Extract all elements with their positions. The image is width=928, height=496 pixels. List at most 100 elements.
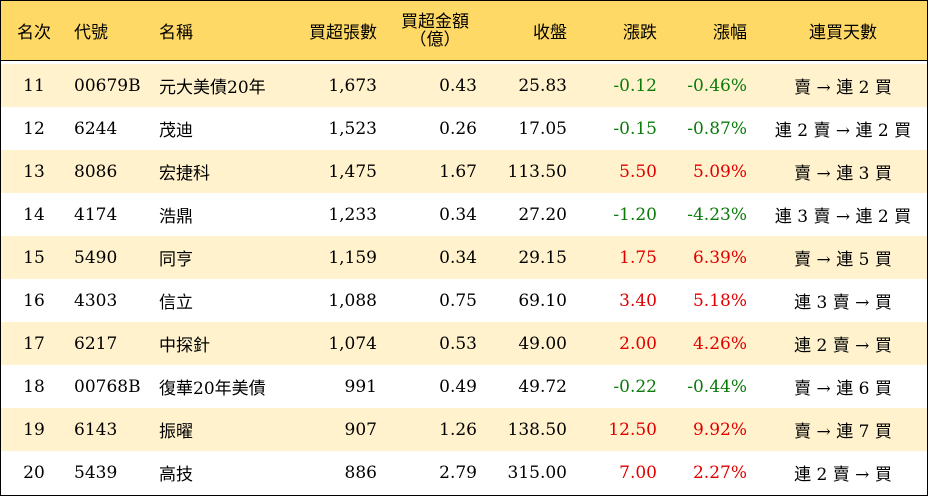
change-pct-cell: -0.87%: [687, 118, 747, 139]
change-cell: -1.20: [613, 204, 657, 225]
code-cell: 5439: [74, 462, 118, 483]
table-row: 13 8086 宏捷科 1,475 1.67 113.50 5.50 5.09% 賣 → 連 3…: [1, 150, 927, 193]
change-pct-cell: 9.92%: [692, 419, 747, 440]
net-buy-volume-cell: 1,233: [328, 204, 377, 225]
header-streak: 連買天數: [809, 23, 877, 43]
rank-cell: 17: [23, 333, 45, 354]
name-cell: 浩鼎: [159, 207, 193, 227]
table-row: 17 6217 中探針 1,074 0.53 49.00 2.00 4.26% 連 2 賣 → …: [1, 322, 927, 365]
net-buy-amount-cell: 0.43: [439, 75, 477, 96]
rank-cell: 18: [23, 376, 45, 397]
header-change: 漲跌: [623, 23, 657, 43]
header-change-pct: 漲幅: [713, 23, 747, 43]
close-cell: 315.00: [507, 462, 567, 483]
close-cell: 49.00: [518, 333, 567, 354]
change-cell: 1.75: [619, 247, 657, 268]
table-row: 18 00768B 復華20年美債 991 0.49 49.72 -0.22 -0.44% 賣 …: [1, 365, 927, 408]
table-header: 名次 代號 名稱 買超張數 買超金額 （億） 收盤 漲跌 漲幅 連買天數: [1, 1, 927, 61]
net-buy-volume-cell: 886: [344, 462, 377, 483]
header-net-buy-amount-line2: （億）: [409, 29, 461, 50]
net-buy-amount-cell: 2.79: [439, 462, 477, 483]
name-cell: 茂迪: [159, 121, 193, 141]
streak-cell: 連 3 賣 → 連 2 買: [774, 207, 912, 227]
net-buy-volume-cell: 1,159: [328, 247, 377, 268]
change-pct-cell: 5.18%: [692, 290, 747, 311]
name-cell: 宏捷科: [159, 164, 210, 184]
net-buy-volume-cell: 1,088: [328, 290, 377, 311]
change-cell: -0.12: [613, 75, 657, 96]
rank-cell: 19: [23, 419, 45, 440]
streak-cell: 連 3 賣 → 買: [794, 293, 892, 313]
code-cell: 4174: [74, 204, 118, 225]
net-buy-amount-cell: 0.34: [439, 247, 477, 268]
streak-cell: 賣 → 連 7 買: [794, 422, 892, 442]
name-cell: 元大美債20年: [159, 78, 266, 98]
table-row: 19 6143 振曜 907 1.26 138.50 12.50 9.92% 賣 → 連 7 買: [1, 408, 927, 451]
streak-cell: 連 2 賣 → 買: [794, 465, 892, 485]
name-cell: 中探針: [159, 336, 210, 356]
header-net-buy-amount-line1: 買超金額: [401, 11, 469, 32]
close-cell: 49.72: [518, 376, 567, 397]
net-buy-amount-cell: 0.75: [439, 290, 477, 311]
change-pct-cell: 4.26%: [692, 333, 747, 354]
code-cell: 8086: [74, 161, 118, 182]
close-cell: 17.05: [518, 118, 567, 139]
net-buy-amount-cell: 0.53: [439, 333, 477, 354]
name-cell: 復華20年美債: [159, 379, 266, 399]
code-cell: 6217: [74, 333, 118, 354]
net-buy-volume-cell: 1,673: [328, 75, 377, 96]
net-buy-volume-cell: 991: [344, 376, 377, 397]
table-row: 15 5490 同亨 1,159 0.34 29.15 1.75 6.39% 賣 → 連 5 買: [1, 236, 927, 279]
close-cell: 29.15: [518, 247, 567, 268]
change-pct-cell: 5.09%: [692, 161, 747, 182]
table-row: 20 5439 高技 886 2.79 315.00 7.00 2.27% 連 2 賣 → 買: [1, 451, 927, 494]
name-cell: 振曜: [159, 422, 193, 442]
change-cell: -0.15: [613, 118, 657, 139]
header-code: 代號: [74, 23, 108, 43]
streak-cell: 賣 → 連 2 買: [794, 78, 892, 98]
close-cell: 27.20: [518, 204, 567, 225]
rank-cell: 16: [23, 290, 45, 311]
close-cell: 25.83: [518, 75, 567, 96]
change-cell: -0.22: [613, 376, 657, 397]
streak-cell: 賣 → 連 6 買: [794, 379, 892, 399]
name-cell: 同亨: [159, 250, 193, 270]
code-cell: 6143: [74, 419, 118, 440]
table-row: 14 4174 浩鼎 1,233 0.34 27.20 -1.20 -4.23% 連 3 賣 →…: [1, 193, 927, 236]
rank-cell: 14: [23, 204, 45, 225]
net-buy-volume-cell: 1,475: [328, 161, 377, 182]
change-cell: 5.50: [619, 161, 657, 182]
header-net-buy-volume: 買超張數: [309, 23, 377, 43]
rank-cell: 15: [23, 247, 45, 268]
close-cell: 138.50: [507, 419, 567, 440]
change-pct-cell: -0.46%: [687, 75, 747, 96]
change-cell: 2.00: [619, 333, 657, 354]
rank-cell: 20: [23, 462, 45, 483]
header-name: 名稱: [159, 23, 193, 43]
net-buy-amount-cell: 0.26: [439, 118, 477, 139]
rank-cell: 12: [23, 118, 45, 139]
table-row: 16 4303 信立 1,088 0.75 69.10 3.40 5.18% 連 3 賣 → 買: [1, 279, 927, 322]
net-buy-volume-cell: 1,523: [328, 118, 377, 139]
rank-cell: 11: [23, 75, 45, 96]
change-pct-cell: -4.23%: [687, 204, 747, 225]
net-buy-amount-cell: 1.26: [439, 419, 477, 440]
code-cell: 5490: [74, 247, 118, 268]
name-cell: 信立: [159, 293, 193, 313]
change-pct-cell: 6.39%: [692, 247, 747, 268]
table-row: 11 00679B 元大美債20年 1,673 0.43 25.83 -0.12 -0.46%…: [1, 64, 927, 107]
rank-cell: 13: [23, 161, 45, 182]
net-buy-volume-cell: 907: [344, 419, 377, 440]
streak-cell: 連 2 賣 → 連 2 買: [774, 121, 912, 141]
close-cell: 113.50: [507, 161, 567, 182]
net-buy-amount-cell: 1.67: [439, 161, 477, 182]
streak-cell: 賣 → 連 3 買: [794, 164, 892, 184]
change-cell: 3.40: [619, 290, 657, 311]
code-cell: 6244: [74, 118, 118, 139]
net-buy-volume-cell: 1,074: [328, 333, 377, 354]
change-pct-cell: -0.44%: [687, 376, 747, 397]
header-net-buy-amount: 買超金額 （億）: [389, 1, 481, 60]
code-cell: 4303: [74, 290, 118, 311]
change-cell: 12.50: [608, 419, 657, 440]
header-rank: 名次: [17, 23, 51, 43]
